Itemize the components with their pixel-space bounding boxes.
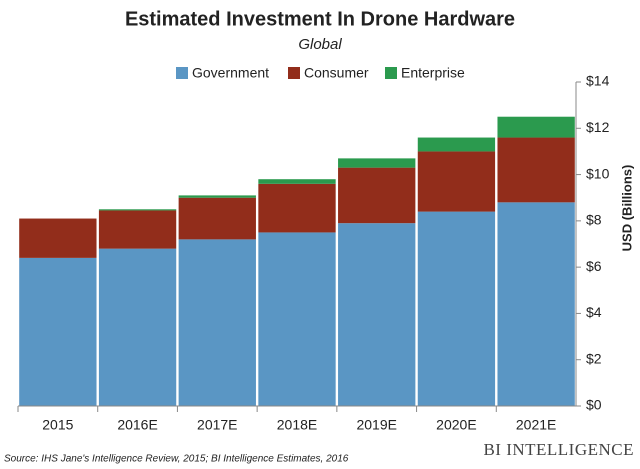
bar-segment	[258, 232, 336, 406]
x-tick-label: 2019E	[356, 417, 396, 433]
bar-segment	[497, 116, 575, 138]
legend-swatch	[288, 67, 300, 79]
x-tick-label: 2018E	[277, 417, 317, 433]
x-tick-label: 2020E	[436, 417, 476, 433]
x-tick-label: 2021E	[516, 417, 556, 433]
y-tick-label: $8	[586, 212, 602, 228]
bar-segment	[417, 137, 496, 152]
chart-title: Estimated Investment In Drone Hardware	[125, 8, 515, 30]
x-tick-label: 2016E	[117, 417, 157, 433]
bar-segment	[98, 209, 177, 211]
y-tick-label: $2	[586, 350, 602, 366]
legend-label: Consumer	[304, 65, 369, 81]
bar-segment	[497, 137, 575, 203]
source-note: Source: IHS Jane's Intelligence Review, …	[4, 454, 349, 465]
y-axis-label: USD (Billions)	[619, 165, 634, 252]
bar-segment	[497, 202, 575, 406]
chart-subtitle: Global	[298, 36, 342, 53]
bar-segment	[178, 197, 256, 240]
legend-label: Enterprise	[401, 65, 465, 81]
bar-segment	[178, 195, 256, 198]
legend-label: Government	[192, 65, 269, 81]
bar-segment	[258, 179, 336, 184]
legend-swatch	[176, 67, 188, 79]
bar-segment	[417, 151, 496, 212]
bar-segment	[98, 248, 177, 406]
bar-segment	[338, 158, 416, 168]
bar-segment	[178, 239, 256, 406]
y-tick-label: $0	[586, 397, 602, 413]
bar-segment	[338, 223, 416, 406]
x-tick-label: 2017E	[197, 417, 237, 433]
bar-segment	[19, 218, 97, 258]
y-tick-label: $4	[586, 304, 602, 320]
y-tick-label: $6	[586, 258, 602, 274]
y-tick-label: $10	[586, 165, 610, 181]
bar-segment	[338, 167, 416, 224]
branding: BI INTELLIGENCE	[483, 440, 634, 459]
y-tick-label: $12	[586, 119, 610, 135]
bar-segment	[258, 183, 336, 233]
bar-segment	[417, 211, 496, 406]
y-tick-label: $14	[586, 73, 610, 89]
x-tick-label: 2015	[42, 417, 73, 433]
bar-segment	[19, 257, 97, 406]
bar-segment	[98, 210, 177, 249]
legend-swatch	[385, 67, 397, 79]
